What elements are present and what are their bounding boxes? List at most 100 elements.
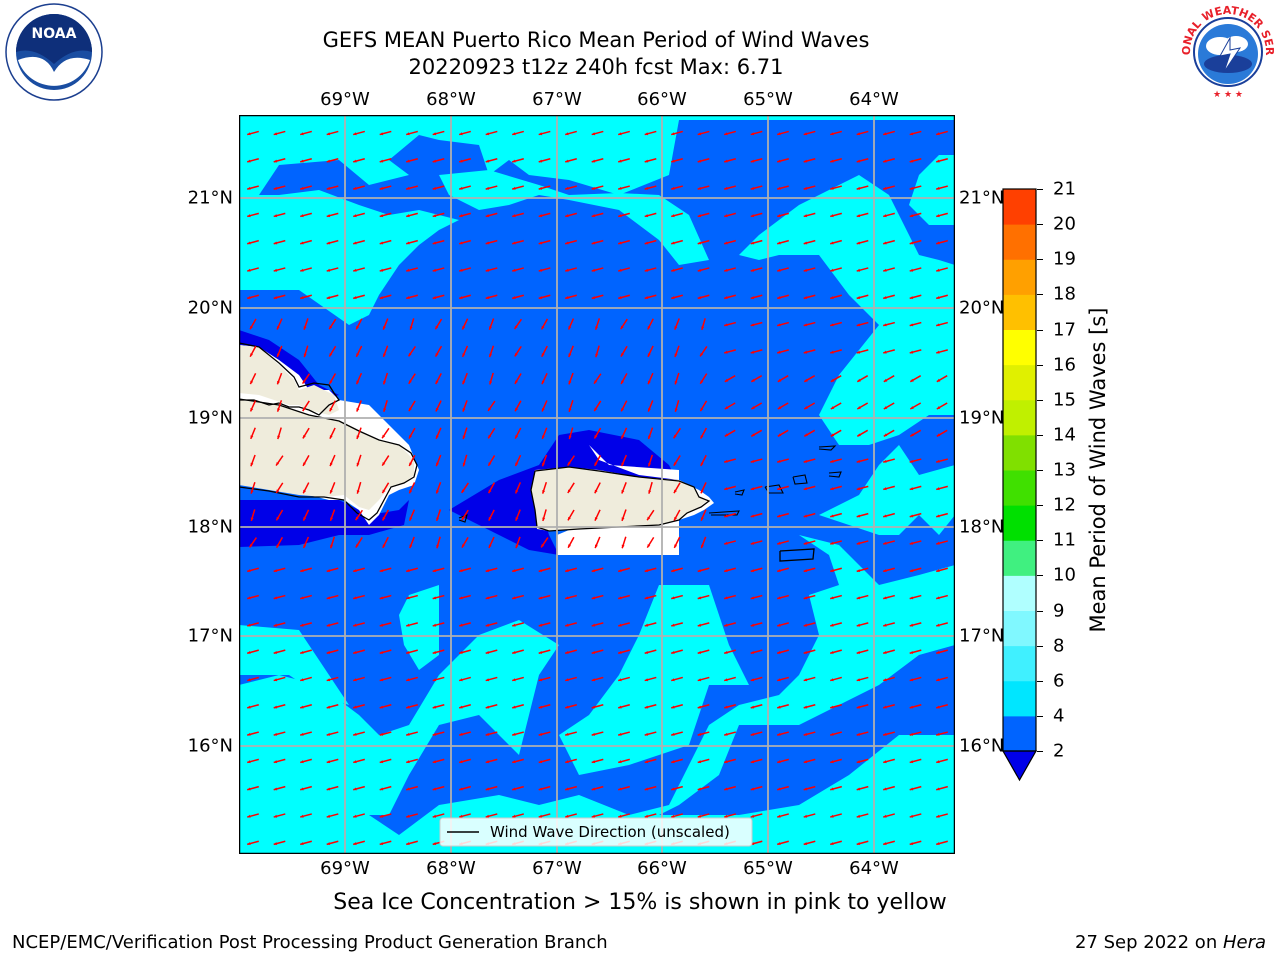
wave-arrow-head-84	[326, 214, 331, 218]
wave-arrow-head-563	[856, 678, 861, 682]
wave-arrow-head-486	[247, 623, 251, 627]
wave-arrow-head-496	[512, 623, 516, 627]
wave-arrow-head-11	[538, 132, 543, 136]
wave-arrow-head-55	[273, 186, 278, 190]
wave-arrow-head-63	[485, 186, 490, 190]
wave-arrow-head-628	[432, 760, 437, 764]
wave-arrow-head-523	[512, 650, 516, 654]
colorbar-tick-17: 17	[1053, 319, 1076, 340]
nws-logo: NATIONAL WEATHER SERVICE ★ ★ ★	[1178, 2, 1276, 100]
wave-arrow-head-566	[936, 678, 940, 682]
wave-arrow-head-286	[674, 408, 678, 412]
wave-arrow-head-245	[302, 380, 306, 384]
wave-arrow-head-697	[830, 814, 834, 818]
wave-arrow-head-556	[671, 678, 675, 682]
wave-arrow-head-474	[644, 596, 649, 600]
wave-arrow-head-287	[700, 407, 704, 412]
wave-arrow-head-2	[300, 132, 304, 136]
colorbar-tick-mark	[1037, 434, 1043, 436]
wave-arrow-head-473	[618, 596, 622, 600]
wave-arrow-head-288	[724, 406, 729, 409]
wave-arrow-head-292	[830, 406, 835, 409]
lon-tick-bot-4: 65°W	[743, 858, 793, 879]
wave-arrow-head-144	[485, 268, 490, 272]
wave-arrow-head-279	[488, 407, 492, 411]
wave-arrow-head-500	[618, 623, 622, 627]
wave-arrow-head-169	[432, 296, 437, 300]
wave-arrow-head-429	[883, 541, 887, 545]
wave-arrow-head-700	[909, 814, 914, 818]
wave-arrow-head-171	[485, 296, 490, 300]
wave-arrow-head-445	[591, 569, 596, 573]
wave-arrow-head-178	[671, 296, 675, 300]
wave-arrow-head-378	[250, 517, 254, 521]
wave-arrow-head-164	[300, 296, 304, 300]
wave-arrow-head-471	[565, 596, 569, 600]
wave-arrow-head-409	[355, 544, 359, 548]
wave-arrow-head-121	[591, 241, 596, 245]
wave-arrow-head-555	[644, 678, 649, 682]
wave-arrow-head-447	[644, 569, 649, 573]
wave-arrow-head-571	[353, 705, 357, 709]
map-plot: Wind Wave Direction (unscaled)	[239, 115, 955, 854]
wave-arrow-head-313	[673, 434, 677, 439]
wave-arrow-head-630	[485, 760, 490, 764]
wave-arrow-head-544	[353, 678, 357, 682]
wave-arrow-head-554	[618, 678, 622, 682]
wave-arrow-head-399	[803, 514, 808, 518]
wave-arrow-head-387	[488, 517, 492, 521]
wave-arrow-head-631	[512, 760, 516, 764]
wave-arrow-head-641	[777, 760, 781, 764]
wave-arrow-head-205	[674, 326, 678, 330]
wave-arrow-head-146	[538, 268, 543, 272]
wave-arrow-head-318	[804, 433, 808, 437]
wave-arrow-head-593	[936, 705, 940, 709]
wave-arrow-head-620	[936, 732, 940, 736]
wave-arrow-head-525	[565, 650, 569, 654]
wave-arrow-head-129	[803, 241, 808, 245]
wave-arrow-head-145	[512, 268, 516, 272]
colorbar-band-7	[1003, 470, 1036, 506]
wave-arrow-head-259	[674, 380, 678, 385]
wave-arrow-head-148	[591, 268, 596, 272]
wave-arrow-head-489	[326, 623, 331, 627]
wave-arrow-head-427	[830, 541, 834, 545]
wave-arrow-head-390	[567, 516, 571, 521]
wave-arrow-head-406	[276, 544, 280, 548]
wave-arrow-head-135	[247, 268, 251, 272]
wave-arrow-head-174	[565, 296, 569, 300]
wave-arrow-head-331	[436, 462, 439, 467]
wave-arrow-head-457	[909, 569, 914, 573]
wave-arrow-head-374	[856, 487, 861, 491]
wave-arrow-head-392	[621, 517, 625, 521]
wave-arrow-head-434	[300, 569, 304, 573]
colorbar-tick-9: 9	[1053, 600, 1065, 621]
wave-arrow-head-105	[883, 214, 887, 218]
wave-arrow-head-611	[697, 732, 702, 736]
wave-arrow-head-277	[435, 407, 439, 412]
wave-arrow-head-433	[273, 569, 278, 573]
wave-arrow-head-370	[750, 487, 755, 491]
wave-arrow-head-315	[724, 433, 729, 437]
wave-arrow-head-128	[777, 241, 781, 245]
colorbar	[1002, 188, 1038, 782]
wave-arrow-head-499	[591, 623, 596, 627]
colorbar-tick-mark	[1037, 294, 1043, 296]
colorbar-tick-16: 16	[1053, 354, 1076, 376]
wave-arrow-head-314	[700, 435, 704, 439]
wave-arrow-head-368	[700, 489, 704, 494]
wave-arrow-head-570	[326, 705, 331, 709]
wave-arrow-head-702	[247, 842, 251, 846]
wave-arrow-head-4	[353, 132, 357, 136]
wave-arrow-head-65	[538, 186, 543, 190]
wave-arrow-head-107	[936, 214, 940, 218]
wave-arrow-head-522	[485, 650, 490, 654]
wave-arrow-head-172	[512, 296, 516, 300]
wave-arrow-head-674	[936, 787, 940, 791]
wave-arrow-head-598	[353, 732, 357, 736]
wave-arrow-head-222	[408, 352, 412, 357]
wave-arrow-head-413	[461, 544, 465, 548]
colorbar-tick-mark	[1037, 399, 1043, 401]
wave-arrow-head-664	[671, 787, 675, 791]
wave-arrow-head-648	[247, 787, 251, 791]
